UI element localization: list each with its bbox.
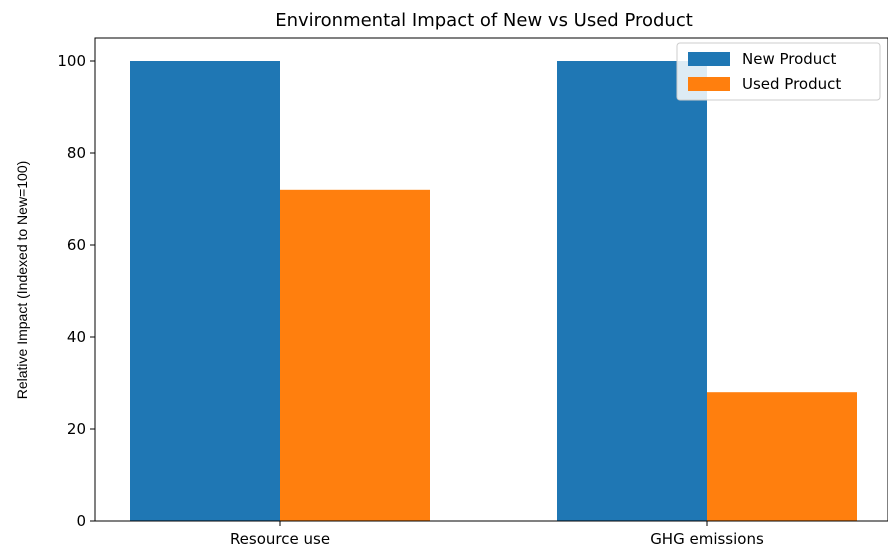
bars: [130, 61, 857, 522]
legend-swatch-new: [688, 52, 730, 66]
y-tick-label: 60: [67, 236, 86, 254]
legend-label-new: New Product: [742, 50, 837, 68]
y-tick-label: 80: [67, 144, 86, 162]
y-tick-label: 20: [67, 420, 86, 438]
x-axis-ticks: Resource use GHG emissions: [230, 521, 764, 548]
y-tick-label: 100: [57, 52, 86, 70]
y-tick-label: 0: [76, 512, 86, 530]
plot-frame: [94, 37, 888, 522]
legend-swatch-used: [688, 77, 730, 91]
bar-new-1: [557, 61, 707, 521]
y-axis-ticks: 0 20 40 60 80 100: [57, 52, 95, 530]
bar-new-0: [130, 61, 280, 521]
bar-used-1: [707, 392, 857, 521]
bar-used-0: [280, 189, 430, 522]
x-tick-label: GHG emissions: [650, 530, 764, 548]
chart-title: Environmental Impact of New vs Used Prod…: [275, 10, 693, 31]
y-tick-label: 40: [67, 328, 86, 346]
legend: New Product Used Product: [676, 42, 881, 101]
x-tick-label: Resource use: [230, 530, 330, 548]
y-axis-label: Relative Impact (Indexed to New=100): [14, 161, 30, 400]
legend-label-used: Used Product: [742, 75, 841, 93]
